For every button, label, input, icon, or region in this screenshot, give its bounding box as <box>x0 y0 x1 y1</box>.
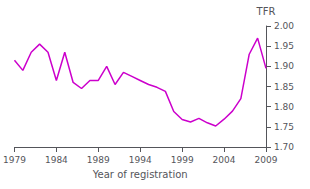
svg-text:1.70: 1.70 <box>274 142 294 152</box>
svg-text:1979: 1979 <box>3 155 26 165</box>
svg-text:2004: 2004 <box>213 155 236 165</box>
svg-text:Year of registration: Year of registration <box>92 169 188 180</box>
svg-text:1.75: 1.75 <box>274 122 294 132</box>
svg-text:1994: 1994 <box>129 155 152 165</box>
svg-text:1989: 1989 <box>87 155 110 165</box>
svg-text:1.90: 1.90 <box>274 61 294 71</box>
svg-text:2.00: 2.00 <box>274 21 294 31</box>
svg-text:1.80: 1.80 <box>274 102 294 112</box>
svg-text:TFR: TFR <box>256 6 276 17</box>
svg-text:2009: 2009 <box>255 155 278 165</box>
svg-text:1999: 1999 <box>171 155 194 165</box>
svg-text:1.95: 1.95 <box>274 41 294 51</box>
svg-text:1984: 1984 <box>45 155 68 165</box>
svg-text:1.85: 1.85 <box>274 82 294 92</box>
